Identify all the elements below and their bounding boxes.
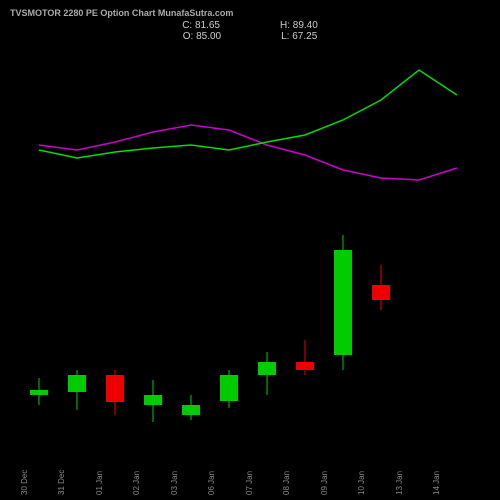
chart-svg <box>20 50 480 440</box>
high-value: H: 89.40 <box>280 20 318 31</box>
low-value: L: 67.25 <box>281 31 317 42</box>
chart-title: TVSMOTOR 2280 PE Option Chart MunafaSutr… <box>10 8 233 18</box>
x-axis-label: 14 Jan <box>432 485 482 495</box>
x-axis: 27 Dec30 Dec31 Dec01 Jan02 Jan03 Jan06 J… <box>20 445 480 495</box>
close-value: C: 81.65 <box>182 20 220 31</box>
open-value: O: 85.00 <box>183 31 221 42</box>
chart-canvas <box>20 50 480 440</box>
ohlc-display: C: 81.65 H: 89.40 O: 85.00 L: 67.25 <box>0 20 500 42</box>
